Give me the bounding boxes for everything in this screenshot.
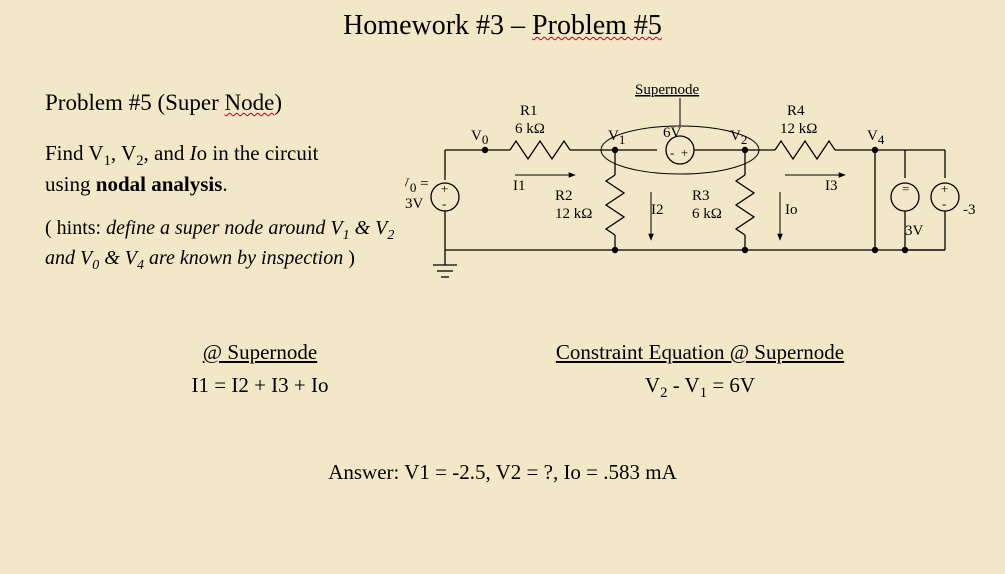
answer-line: Answer: V1 = -2.5, V2 = ?, Io = .583 mA: [0, 460, 1005, 485]
r4-name: R4: [787, 103, 805, 119]
svg-text:V1: V1: [608, 128, 625, 147]
svg-text:I2: I2: [651, 202, 664, 218]
problem-subtitle: Problem #5 (Super Node): [45, 90, 282, 116]
svg-text:V0 =: V0 =: [405, 176, 429, 195]
svg-text:V0: V0: [471, 128, 488, 147]
r4-value: 12 kΩ: [780, 121, 817, 137]
circuit-diagram: R1 6 kΩ - + 6V R4 12 kΩ V0 V1 V2 V4 + - …: [405, 80, 975, 290]
resistor-r3: [736, 175, 754, 235]
svg-text:3V: 3V: [405, 196, 424, 212]
resistor-r1: [510, 141, 570, 159]
title-problem: Problem #5: [532, 10, 662, 41]
svg-text:+: +: [441, 181, 448, 196]
constraint-equation: Constraint Equation @ Supernode V2 - V1 …: [530, 340, 870, 402]
svg-text:-3V: -3V: [963, 202, 975, 218]
resistor-r2: [606, 175, 624, 235]
svg-text:-: -: [942, 196, 946, 211]
svg-text:I3: I3: [825, 178, 838, 194]
r1-value: 6 kΩ: [515, 121, 545, 137]
svg-text:- +: - +: [670, 145, 688, 160]
r3-value: 6 kΩ: [692, 206, 722, 222]
kcl-supernode: @ Supernode I1 = I2 + I3 + Io: [150, 340, 370, 398]
svg-text:V4: V4: [867, 128, 885, 147]
svg-text:-: -: [442, 196, 446, 211]
problem-hints: ( hints: define a super node around V1 &…: [45, 215, 405, 275]
svg-text:=: =: [902, 181, 909, 196]
r3-name: R3: [692, 188, 710, 204]
vsrc-supernode-value: 6V: [663, 125, 682, 141]
svg-text:Io: Io: [785, 202, 798, 218]
title-prefix: Homework #3 –: [343, 10, 532, 41]
svg-text:3V: 3V: [905, 223, 924, 239]
r1-name: R1: [520, 103, 538, 119]
r2-name: R2: [555, 188, 573, 204]
resistor-r4: [775, 141, 835, 159]
page-title: Homework #3 – Problem #5: [0, 10, 1005, 42]
svg-text:V2: V2: [730, 128, 747, 147]
supernode-label: Supernode: [635, 82, 699, 98]
svg-text:I1: I1: [513, 178, 526, 194]
svg-text:+: +: [941, 181, 948, 196]
r2-value: 12 kΩ: [555, 206, 592, 222]
problem-prompt: Find V1, V2, and Io in the circuit using…: [45, 140, 405, 199]
